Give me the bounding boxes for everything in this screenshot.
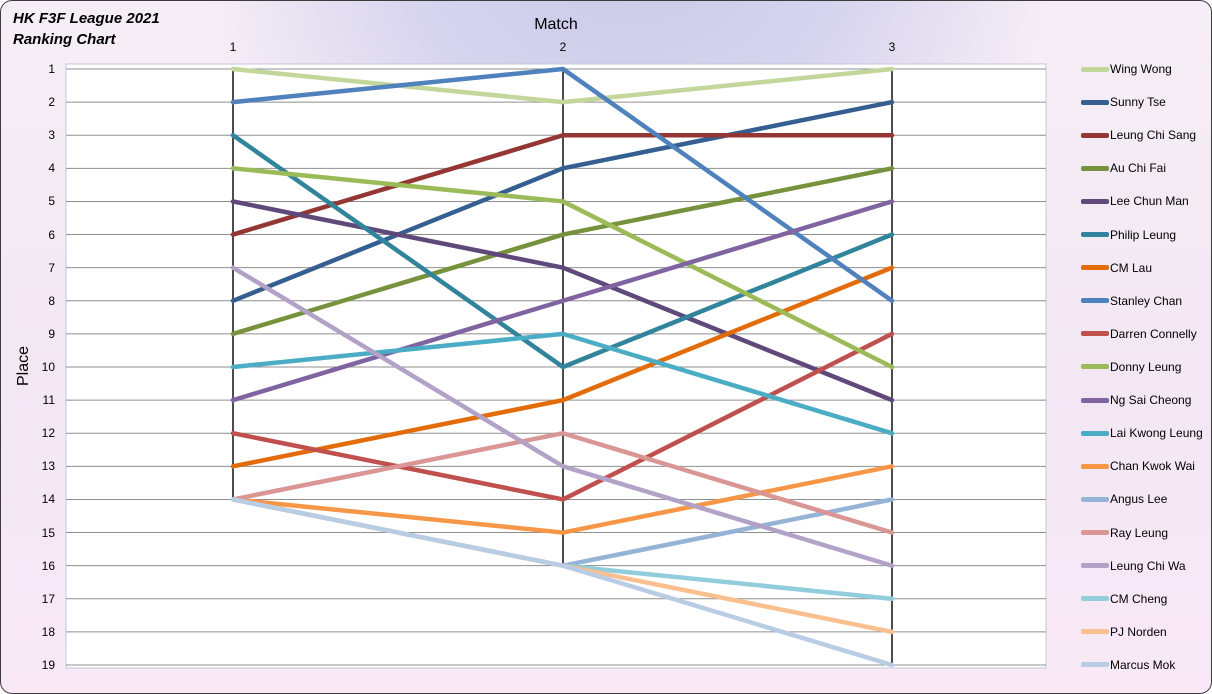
series-line-stanley-chan (230, 66, 895, 304)
y-tick-label-7: 7 (48, 260, 55, 275)
series-line-leung-chi-sang (230, 132, 895, 237)
y-tick-label-17: 17 (41, 591, 55, 606)
y-tick-label-12: 12 (41, 426, 55, 441)
x-axis-title: Match (534, 16, 578, 33)
y-tick-label-5: 5 (48, 194, 55, 209)
y-tick-label-9: 9 (48, 326, 55, 341)
chart-title: HK F3F League 2021 Ranking Chart (13, 8, 160, 50)
y-tick-label-11: 11 (42, 393, 55, 408)
y-tick-label-3: 3 (48, 128, 55, 143)
y-tick-label-16: 16 (41, 558, 55, 573)
series-line-marcus-mok (230, 497, 895, 668)
series-line-lai-kwong-leung (230, 331, 895, 436)
y-tick-label-8: 8 (48, 293, 55, 308)
y-tick-label-4: 4 (48, 161, 55, 176)
series-line-donny-leung (230, 166, 895, 370)
series-line-ng-sai-cheong (230, 199, 895, 403)
x-tick-label-2: 2 (559, 40, 567, 54)
series-line-wing-wong (230, 66, 895, 105)
series-line-lee-chun-man (230, 199, 895, 403)
chart-title-line2: Ranking Chart (13, 31, 116, 48)
chart-title-line1: HK F3F League 2021 (13, 10, 160, 27)
x-tick-label-1: 1 (229, 40, 237, 54)
series-line-darren-connelly (230, 331, 895, 502)
x-tick-label-3: 3 (888, 40, 896, 54)
series-line-philip-leung (230, 132, 895, 370)
series-line-ray-leung (230, 430, 895, 535)
y-tick-label-19: 19 (41, 657, 55, 672)
plot-background (65, 63, 1047, 669)
series-line-au-chi-fai (230, 166, 895, 337)
series-line-leung-chi-wa (230, 265, 895, 568)
y-tick-label-18: 18 (41, 624, 55, 639)
y-tick-label-15: 15 (41, 525, 55, 540)
series-line-sunny-tse (230, 99, 895, 304)
y-tick-label-6: 6 (48, 227, 55, 242)
y-tick-label-13: 13 (41, 459, 55, 474)
y-tick-label-10: 10 (41, 359, 55, 374)
y-tick-label-14: 14 (41, 492, 55, 507)
y-tick-label-2: 2 (48, 95, 55, 110)
y-tick-label-1: 1 (48, 62, 55, 76)
series-line-chan-kwok-wai (230, 464, 895, 535)
